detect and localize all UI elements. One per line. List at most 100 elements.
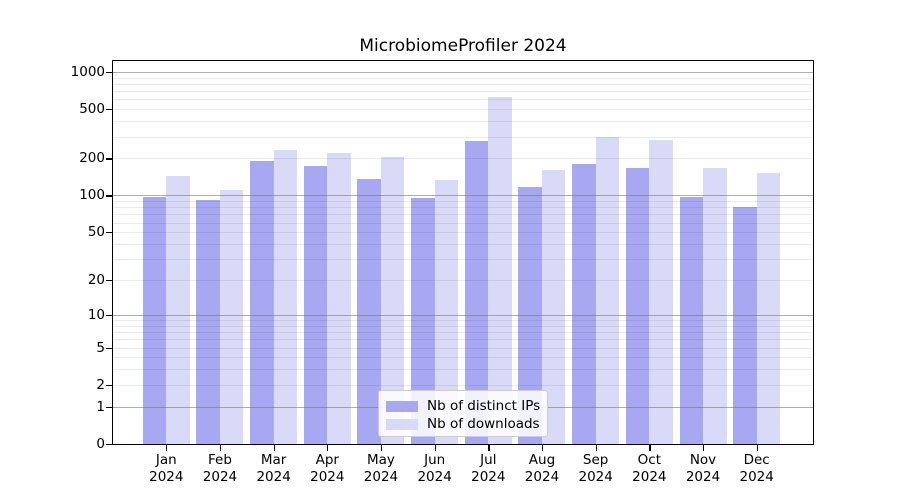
gridline-minor [113,332,813,334]
bar-downloads-feb [219,190,244,444]
gridline-minor [113,259,813,261]
x-tick-mark [649,445,651,451]
legend-item-downloads: Nb of downloads [386,415,540,433]
x-tick-mark [756,445,758,451]
x-tick-label-may: May 2024 [363,452,399,485]
y-tick-label: 100 [79,187,105,204]
gridline-minor [113,384,813,386]
x-tick-label-sep: Sep 2024 [578,452,613,485]
x-tick-mark [219,445,222,451]
bar-distinct-ips-apr [303,166,328,444]
y-tick-label: 10 [87,306,105,323]
gridline-minor [113,339,813,341]
bar-distinct-ips-jun [411,198,435,444]
bar-distinct-ips-feb [196,199,220,444]
gridline-minor [113,325,813,327]
y-tick-label: 500 [79,101,105,118]
y-tick-mark [106,158,112,160]
x-tick-mark [541,445,544,451]
x-tick-mark [595,445,597,451]
gridline-minor [113,83,813,85]
bar-downloads-may [380,156,405,444]
bar-distinct-ips-jul [464,141,489,444]
bar-downloads-jan [166,176,190,444]
bar-distinct-ips-oct [625,168,650,444]
y-tick-label: 20 [87,272,105,289]
x-tick-label-feb: Feb 2024 [202,452,238,485]
bar-downloads-jul [488,97,512,444]
gridline-major [113,195,813,197]
gridline-minor [113,347,813,349]
y-tick-mark [106,71,112,74]
bar-distinct-ips-nov [679,197,703,444]
x-tick-label-apr: Apr 2024 [310,452,345,485]
y-tick-mark [106,406,112,408]
gridline-minor [113,320,813,321]
x-tick-mark [166,445,168,451]
x-tick-mark [273,445,275,451]
y-tick-label: 1000 [70,63,105,80]
bar-downloads-oct [649,140,673,444]
y-tick-label: 200 [79,150,105,167]
bar-distinct-ips-mar [250,161,274,444]
y-tick-label: 0 [96,436,105,452]
gridline-minor [113,136,813,138]
bar-downloads-mar [273,150,298,444]
x-tick-label-oct: Oct 2024 [632,452,667,485]
gridline-minor [113,244,813,245]
bar-downloads-jun [434,180,459,444]
y-tick-mark [106,347,112,349]
legend: Nb of distinct IPs Nb of downloads [378,390,548,437]
legend-label: Nb of distinct IPs [427,398,541,414]
gridline-minor [113,158,813,160]
y-tick-mark [106,384,112,387]
bar-downloads-dec [756,173,781,444]
legend-item-distinct-ips: Nb of distinct IPs [386,397,541,415]
y-tick-mark [106,314,112,317]
y-tick-mark [106,280,112,282]
x-tick-mark [434,445,436,451]
chart-title: MicrobiomeProfiler 2024 [359,36,567,56]
y-tick-mark [106,109,112,111]
bar-distinct-ips-may [357,178,381,444]
bar-distinct-ips-jan [142,197,167,444]
gridline-major [113,71,813,73]
bar-distinct-ips-sep [572,163,596,444]
y-tick-label: 2 [96,376,105,393]
gridline-minor [113,207,813,209]
gridline-minor [113,77,813,79]
bar-downloads-sep [595,137,620,444]
bar-downloads-apr [327,153,351,444]
y-tick-label: 5 [96,339,105,356]
gridline-major [113,314,813,316]
legend-label: Nb of downloads [427,416,540,432]
gridline-minor [113,99,813,101]
gridline-minor [113,91,813,93]
bar-downloads-aug [541,170,566,444]
x-tick-label-jul: Jul 2024 [471,452,506,485]
x-tick-label-dec: Dec 2024 [739,452,774,485]
gridline-minor [113,232,813,234]
gridline-minor [113,109,813,111]
y-tick-label: 1 [96,398,105,415]
gridline-minor [113,369,813,371]
x-tick-label-jun: Jun 2024 [417,452,452,485]
bar-downloads-nov [703,168,727,444]
bar-distinct-ips-dec [733,207,757,444]
gridline-minor [113,201,813,203]
gridline-minor [113,222,813,224]
gridline-minor [113,357,813,359]
y-tick-mark [106,195,112,197]
gridline-minor [113,214,813,216]
x-tick-label-aug: Aug 2024 [524,452,560,485]
y-tick-label: 50 [87,224,105,241]
x-tick-label-jan: Jan 2024 [149,452,184,485]
y-tick-mark [106,444,112,446]
x-tick-mark [380,445,383,451]
x-tick-label-mar: Mar 2024 [256,452,291,485]
x-tick-mark [327,445,329,451]
x-tick-mark [703,445,705,451]
gridline-minor [113,121,813,123]
x-tick-label-nov: Nov 2024 [685,452,721,485]
